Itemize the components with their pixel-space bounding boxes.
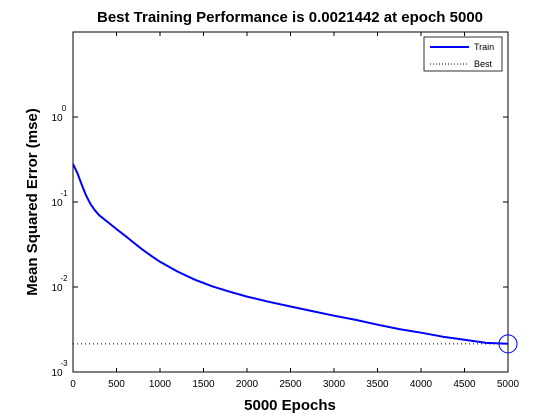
chart-title: Best Training Performance is 0.0021442 a… — [97, 9, 483, 26]
x-tick-label: 500 — [108, 379, 125, 390]
x-tick-label: 2000 — [236, 379, 259, 390]
y-tick-label-base: 10 — [51, 283, 63, 294]
x-tick-label: 3000 — [323, 379, 346, 390]
x-axis-label: 5000 Epochs — [244, 397, 336, 414]
best-point-marker — [498, 334, 518, 354]
legend-train-label: Train — [474, 42, 494, 52]
x-tick-label: 1500 — [192, 379, 215, 390]
legend-box — [423, 36, 503, 72]
x-tick-label: 5000 — [497, 379, 520, 390]
x-tick-label: 4500 — [453, 379, 476, 390]
train-series-line — [72, 163, 509, 345]
y-tick-label-exponent: -2 — [60, 274, 68, 283]
plot-area — [72, 31, 509, 373]
y-tick-label-exponent: -1 — [60, 189, 68, 198]
legend-best-label: Best — [474, 59, 493, 69]
lines-layer — [72, 32, 518, 372]
x-tick-label: 1000 — [149, 379, 172, 390]
x-tick-label: 2500 — [279, 379, 302, 390]
y-tick-label-exponent: 0 — [62, 104, 67, 113]
y-tick-label-exponent: -3 — [60, 359, 68, 368]
legend: Train Best — [423, 36, 503, 72]
y-tick-label-base: 10 — [51, 368, 63, 379]
x-tick-label: 0 — [70, 379, 76, 390]
x-tick-label: 4000 — [410, 379, 433, 390]
y-tick-label-base: 10 — [51, 113, 63, 124]
x-tick-label: 3500 — [366, 379, 389, 390]
y-axis-label: Mean Squared Error (mse) — [24, 108, 41, 296]
y-tick-label-base: 10 — [51, 198, 63, 209]
ticks-layer: 0 500 1000 1500 2000 2500 3000 3500 4000 4500 5000… — [51, 32, 520, 390]
